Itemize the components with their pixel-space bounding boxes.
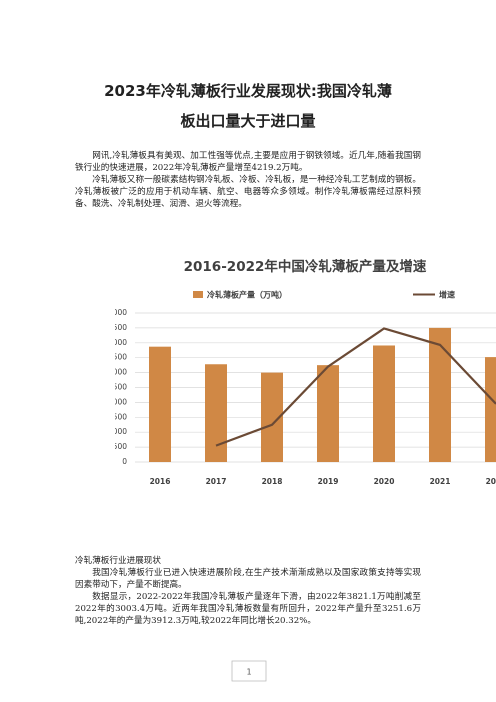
y-tick-label: 2500 — [115, 383, 127, 392]
y-tick-label: 1000 — [115, 427, 127, 436]
bar — [485, 357, 496, 462]
x-tick-label: 2017 — [206, 477, 227, 486]
section: 冷轧薄板行业进展现状 我国冷轧薄板行业已进入快速进展阶段,在生产技术渐渐成熟以及… — [75, 555, 421, 627]
bar — [205, 364, 227, 462]
y-tick-label: 3500 — [115, 353, 127, 362]
x-tick-label: 2021 — [430, 477, 451, 486]
intro: 网讯,冷轧薄板具有美观、加工性强等优点,主要是应用于钢铁领域。近几年,随着我国钢… — [75, 150, 421, 210]
y-tick-label: 4000 — [115, 338, 127, 347]
legend-label: 增速 — [439, 290, 455, 300]
bar — [317, 365, 339, 462]
chart: 2016-2022年中国冷轧薄板产量及增速 0 500 1000 1500 2000 25… — [115, 258, 496, 486]
paragraph: 冷轧薄板又称一般碳素结构钢冷轧板、冷板、冷轧板，是一种经冷轧工艺制成的钢板。冷轧… — [75, 175, 421, 209]
x-tick-label: 2019 — [318, 477, 339, 486]
line — [215, 327, 496, 447]
title: 2023年冷轧薄板行业发展现状:我国冷轧薄 — [104, 82, 392, 100]
y-tick-label: 4500 — [115, 323, 127, 332]
paragraph: 网讯,冷轧薄板具有美观、加工性强等优点,主要是应用于钢铁领域。近几年,随着我国钢… — [75, 151, 421, 173]
page-number-frame: 1 — [231, 660, 267, 682]
paragraph: 我国冷轧薄板行业已进入快速进展阶段,在生产技术渐渐成熟以及国家政策支持等实现因素… — [75, 568, 421, 590]
bar — [373, 345, 395, 462]
title: 板出口量大于进口量 — [180, 112, 316, 130]
x-tick-label: 2018 — [262, 477, 283, 486]
y-tick-label: 500 — [115, 442, 127, 451]
bar — [261, 372, 283, 462]
bar — [149, 346, 171, 462]
y-tick-label: 0 — [122, 457, 127, 466]
page-number: 1 — [246, 668, 251, 677]
y-tick-label: 1500 — [115, 412, 127, 421]
section-heading: 冷轧薄板行业进展现状 — [75, 556, 161, 566]
x-tick-label: 2016 — [150, 477, 171, 486]
x-tick-label: 2020 — [374, 477, 395, 486]
x-tick-label: 2022 — [486, 477, 496, 486]
legend-swatch — [193, 291, 203, 298]
chart-title: 2016-2022年中国冷轧薄板产量及增速 — [184, 258, 427, 275]
y-tick-label: 2000 — [115, 397, 127, 406]
y-tick-label: 3000 — [115, 368, 127, 377]
paragraph: 数据显示，2022-2022年我国冷轧薄板产量逐年下滑，由2022年3821.1… — [75, 592, 421, 626]
bar — [429, 327, 451, 462]
legend-label: 冷轧薄板产量（万吨） — [207, 290, 287, 300]
